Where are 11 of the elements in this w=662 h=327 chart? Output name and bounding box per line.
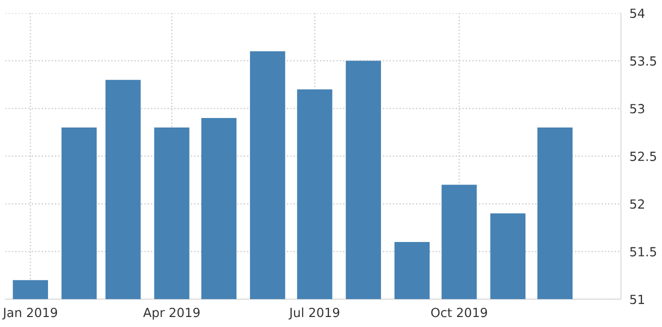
y-tick-label: 51.5 [630,247,656,256]
y-tick-label: 52 [630,199,644,209]
y-tick-label: 52.5 [630,152,656,162]
y-tick-label: 54 [630,8,644,18]
y-tick-label: 51 [630,294,644,304]
x-tick-label: Apr 2019 [143,308,200,320]
x-tick-label: Oct 2019 [431,308,488,318]
y-tick-label: 53.5 [630,56,656,66]
x-tick-label: Jul 2019 [288,308,340,320]
x-tick-label: Jan 2019 [2,308,58,320]
y-tick-label: 53 [630,104,644,114]
